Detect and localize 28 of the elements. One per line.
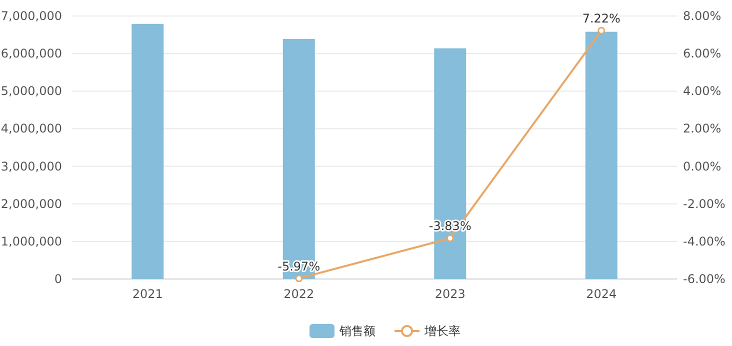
y2-tick-label: 6.00% <box>683 46 722 61</box>
x-tick-label: 2022 <box>284 287 314 301</box>
point <box>446 234 454 242</box>
y2-tick-label: 2.00% <box>683 122 722 136</box>
bar <box>585 32 618 279</box>
y-tick-label: 3,000,000 <box>0 159 62 174</box>
y-tick-label: 7,000,000 <box>0 9 62 23</box>
y2-tick-label: 8.00% <box>683 9 722 23</box>
x-tick-label: 2021 <box>132 287 163 301</box>
point <box>295 274 303 282</box>
bar <box>132 24 164 279</box>
y-tick-label: 4,000,000 <box>0 122 62 136</box>
y2-tick-label: 0.00% <box>683 159 722 174</box>
y-tick-label: 5,000,000 <box>0 84 62 98</box>
y-tick-label: 2,000,000 <box>0 196 62 211</box>
point <box>598 26 606 34</box>
y2-tick-label: 4.00% <box>683 84 722 98</box>
data-label: 7.22% <box>582 12 620 26</box>
y-tick-label: 0 <box>54 272 62 286</box>
y2-tick-label: -6.00% <box>683 272 726 286</box>
legend-label: 销售额 <box>338 324 376 338</box>
y-tick-label: 1,000,000 <box>0 234 62 248</box>
y-tick-label: 6,000,000 <box>0 46 62 61</box>
x-tick-label: 2024 <box>586 287 617 301</box>
x-tick-label: 2023 <box>434 287 466 301</box>
legend-label: 增长率 <box>424 324 460 338</box>
y2-tick-label: -4.00% <box>683 234 726 248</box>
y2-tick-label: -2.00% <box>683 196 726 211</box>
